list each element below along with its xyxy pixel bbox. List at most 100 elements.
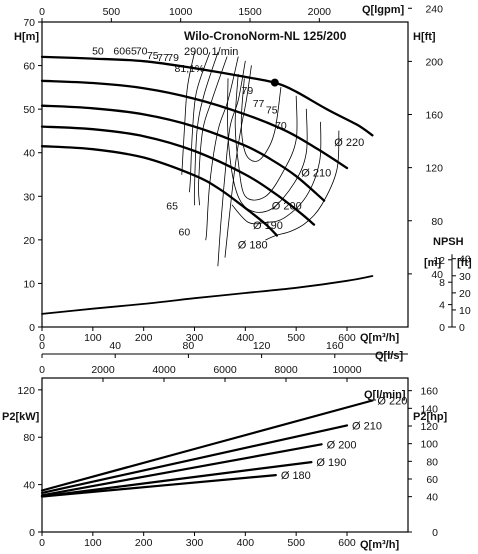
efficiency-label: 65: [125, 46, 137, 58]
right-tick-label: 120: [425, 163, 443, 175]
y-tick-label: 0: [29, 527, 35, 539]
power-curve-label: Ø 220: [377, 396, 407, 408]
efficiency-contour: [217, 60, 246, 267]
efficiency-label: 79: [167, 52, 179, 64]
right-tick-label: 160: [425, 110, 443, 122]
npsh-unit-ft: [ft]: [457, 257, 472, 269]
head-curve-200: [40, 104, 326, 202]
x-tick-label: 500: [287, 537, 305, 549]
ls-tick-label: 160: [326, 340, 344, 352]
npsh-ft-tick-label: 30: [459, 271, 471, 283]
x-tick-label: 200: [135, 332, 153, 344]
npsh-m-tick-label: 0: [439, 322, 445, 334]
power-curve-200: [40, 443, 323, 497]
lmin-tick-label: 6000: [213, 364, 237, 376]
y-axis-label-right: H[ft]: [413, 31, 436, 43]
y-tick-label: 10: [23, 278, 35, 290]
x-tick-label: 600: [338, 332, 356, 344]
right-tick-label: 140: [420, 403, 438, 415]
ls-tick-label: 80: [183, 340, 195, 352]
lmin-tick-label: 2000: [91, 364, 115, 376]
npsh-m-tick-label: 8: [439, 277, 445, 289]
power-curve-label: Ø 190: [316, 457, 346, 469]
x-tick-label: 200: [135, 537, 153, 549]
npsh-ft-tick-label: 20: [459, 288, 471, 300]
right-tick-label: 40: [426, 492, 438, 504]
power-curve-220: [40, 399, 374, 492]
lmin-tick-label: 8000: [274, 364, 298, 376]
top-tick-label: 1500: [238, 6, 262, 18]
head-curve-label: Ø 210: [301, 168, 331, 180]
npsh-axis-title: NPSH: [433, 236, 464, 248]
lmin-tick-label: 4000: [152, 364, 176, 376]
right-tick-label: 80: [426, 456, 438, 468]
efficiency-label: 50: [92, 46, 104, 58]
lmin-axis-label: Q[l/min]: [364, 389, 406, 401]
npsh-m-tick-label: 4: [439, 300, 445, 312]
efficiency-contour: [227, 78, 308, 213]
x-tick-label: 0: [39, 537, 45, 549]
efficiency-contour: [198, 56, 228, 206]
x-tick-label: 500: [287, 332, 305, 344]
head-curve-190: [40, 125, 316, 226]
efficiency-label: 77: [157, 52, 169, 64]
npsh-curve: [41, 275, 374, 315]
y-axis-label: H[m]: [14, 31, 39, 43]
right-tick-label: 100: [420, 439, 438, 451]
y-tick-label: 80: [23, 432, 35, 444]
ls-axis-label: Q[l/s]: [375, 350, 403, 362]
x-tick-label: 400: [237, 537, 255, 549]
right-tick-label: 120: [420, 421, 438, 433]
y-tick-label: 60: [23, 61, 35, 73]
top-axis-label: Q[lgpm]: [362, 4, 404, 16]
efficiency-label: 70: [275, 120, 287, 132]
head-curve-180: [40, 145, 279, 237]
power-curve-180: [40, 474, 277, 498]
top-tick-label: 500: [103, 6, 121, 18]
efficiency-label: 77: [253, 98, 265, 110]
x-tick-label: 100: [84, 332, 102, 344]
efficiency-label: 79: [242, 85, 254, 97]
head-curve-label: Ø 180: [238, 240, 268, 252]
npsh-ft-tick-label: 0: [459, 322, 465, 334]
npsh-ft-tick-label: 40: [459, 254, 471, 266]
power-curve-label: Ø 210: [352, 420, 382, 432]
x-axis-label: Q[m³/h]: [360, 332, 399, 344]
efficiency-label: 60: [178, 227, 190, 239]
y-tick-label: 0: [29, 322, 35, 334]
x-tick-label: 400: [237, 332, 255, 344]
efficiency-contour: [205, 56, 239, 241]
chart-subtitle: 2900 1/min: [184, 46, 238, 58]
top-tick-label: 0: [39, 6, 45, 18]
lmin-tick-label: 10000: [332, 364, 361, 376]
x-tick-label: 600: [338, 537, 356, 549]
power-curve-210: [40, 424, 349, 494]
ls-tick-label: 40: [109, 340, 121, 352]
efficiency-contour: [234, 73, 298, 201]
y-tick-label: 30: [23, 191, 35, 203]
y-axis-label: P2[kW]: [2, 411, 40, 423]
efficiency-label: 65: [166, 200, 178, 212]
power-curve-label: Ø 200: [327, 439, 357, 451]
head-curve-label: Ø 220: [334, 137, 364, 149]
efficiency-label: 60: [113, 46, 125, 58]
right-tick-label: 240: [425, 3, 443, 15]
right-tick-label: 80: [431, 216, 443, 228]
chart-title: Wilo-CronoNorm-NL 125/200: [184, 29, 347, 43]
x-tick-label: 300: [186, 537, 204, 549]
plot-frame: [41, 377, 409, 533]
ls-tick-label: 120: [253, 340, 271, 352]
power-curve-label: Ø 180: [281, 470, 311, 482]
efficiency-contour: [224, 65, 252, 258]
right-tick-label: 200: [425, 56, 443, 68]
y-tick-label: 70: [23, 17, 35, 29]
efficiency-contour: [193, 52, 219, 206]
x-tick-label: 100: [84, 537, 102, 549]
head-curve-210: [40, 79, 349, 170]
head-curve-220: [40, 55, 374, 137]
lmin-tick-label: 0: [39, 364, 45, 376]
x-axis-label: Q[m³/h]: [360, 539, 399, 551]
